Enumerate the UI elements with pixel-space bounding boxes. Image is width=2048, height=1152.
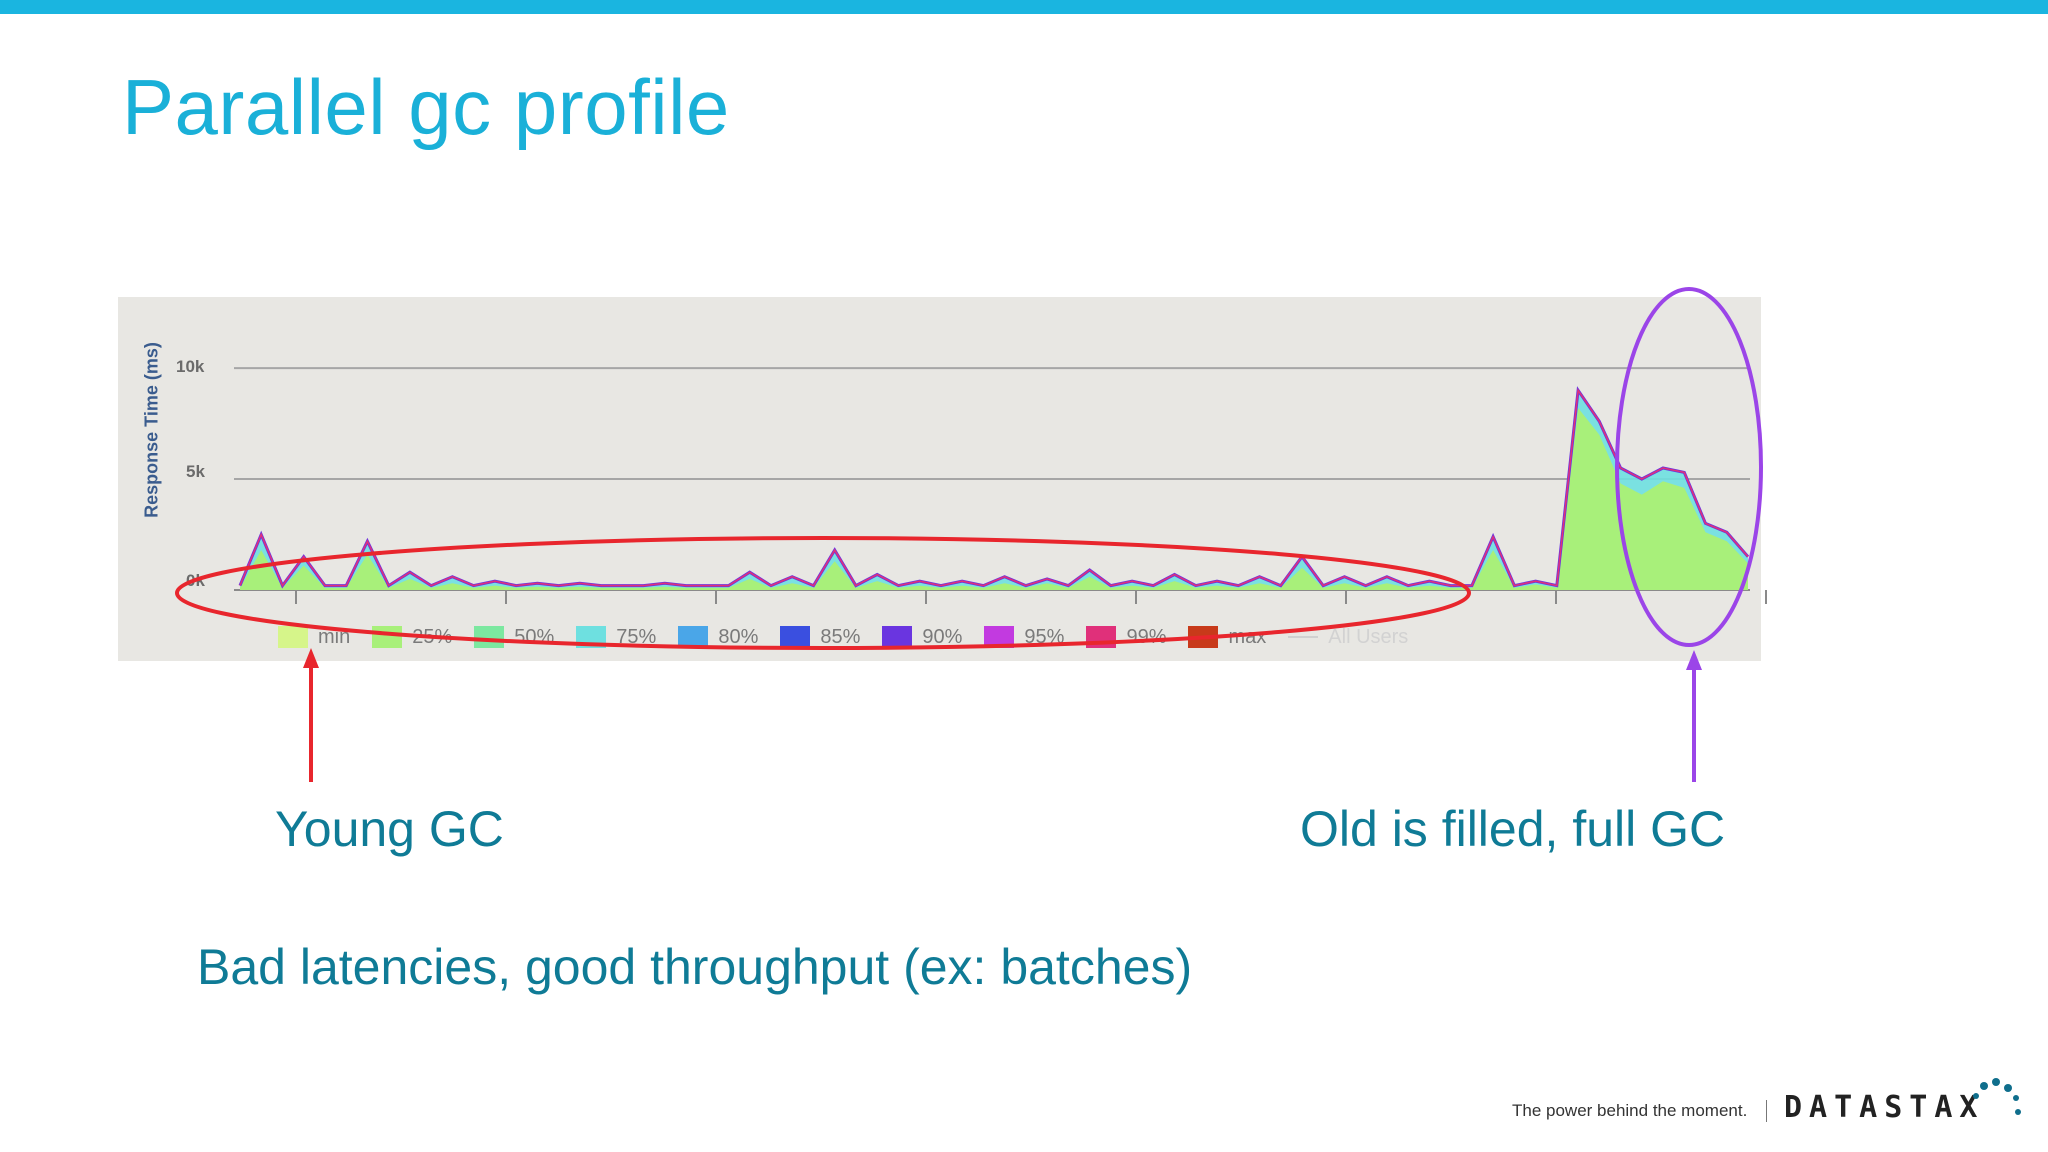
- datastax-dots-icon: [1973, 1078, 2021, 1115]
- chart-panel: [118, 297, 1767, 661]
- legend-item-75[interactable]: 75%: [576, 626, 656, 649]
- legend-item-80[interactable]: 80%: [678, 626, 758, 649]
- legend-label: 80%: [718, 625, 759, 648]
- legend-item-85[interactable]: 85%: [780, 626, 860, 649]
- legend-label: 85%: [820, 625, 861, 648]
- legend-item-min[interactable]: min: [278, 626, 350, 649]
- legend-line-swatch: [1288, 636, 1319, 638]
- summary-text: Bad latencies, good throughput (ex: batc…: [197, 939, 1193, 995]
- legend-label: 75%: [616, 625, 657, 648]
- area-series-min: [240, 408, 1748, 590]
- chart-legend: min 25% 50% 75% 80% 85% 90% 95% 99% max …: [278, 622, 1430, 652]
- response-time-chart: [234, 367, 1767, 604]
- footer-separator: [1766, 1100, 1767, 1122]
- young-gc-label: Young GC: [275, 801, 504, 857]
- legend-item-max[interactable]: max: [1188, 626, 1266, 649]
- legend-swatch: [984, 626, 1015, 648]
- legend-swatch: [1188, 626, 1219, 648]
- slide-title: Parallel gc profile: [122, 63, 730, 151]
- legend-label: 95%: [1024, 625, 1065, 648]
- legend-label: All Users: [1328, 625, 1409, 648]
- legend-label: max: [1228, 625, 1267, 648]
- y-tick-10k: 10k: [176, 357, 205, 376]
- legend-label: 25%: [412, 625, 453, 648]
- line-series-max-top: [239, 388, 1749, 588]
- y-tick-5k: 5k: [186, 462, 205, 481]
- legend-item-95[interactable]: 95%: [984, 626, 1064, 649]
- legend-swatch: [474, 626, 505, 648]
- legend-label: 90%: [922, 625, 963, 648]
- datastax-logo-text: DATASTAX: [1784, 1090, 1985, 1125]
- legend-item-99[interactable]: 99%: [1086, 626, 1166, 649]
- legend-item-25[interactable]: 25%: [372, 626, 452, 649]
- legend-label: min: [318, 625, 351, 648]
- top-accent-bar: [0, 0, 2048, 14]
- legend-label: 50%: [514, 625, 555, 648]
- legend-item-all-users[interactable]: All Users: [1288, 626, 1408, 649]
- legend-item-90[interactable]: 90%: [882, 626, 962, 649]
- legend-swatch: [1086, 626, 1117, 648]
- legend-swatch: [372, 626, 403, 648]
- legend-item-50[interactable]: 50%: [474, 626, 554, 649]
- y-tick-0k: 0k: [186, 571, 205, 590]
- full-gc-label: Old is filled, full GC: [1300, 801, 1726, 857]
- footer-tagline: The power behind the moment.: [1512, 1101, 1748, 1120]
- legend-swatch: [278, 626, 308, 648]
- legend-swatch: [780, 626, 811, 648]
- legend-swatch: [576, 626, 607, 648]
- legend-swatch: [882, 626, 913, 648]
- legend-label: 99%: [1126, 625, 1167, 648]
- legend-swatch: [678, 626, 709, 648]
- line-series-max: [238, 386, 1750, 589]
- area-series-max: [240, 390, 1748, 590]
- y-axis-title: Response Time (ms): [141, 342, 162, 518]
